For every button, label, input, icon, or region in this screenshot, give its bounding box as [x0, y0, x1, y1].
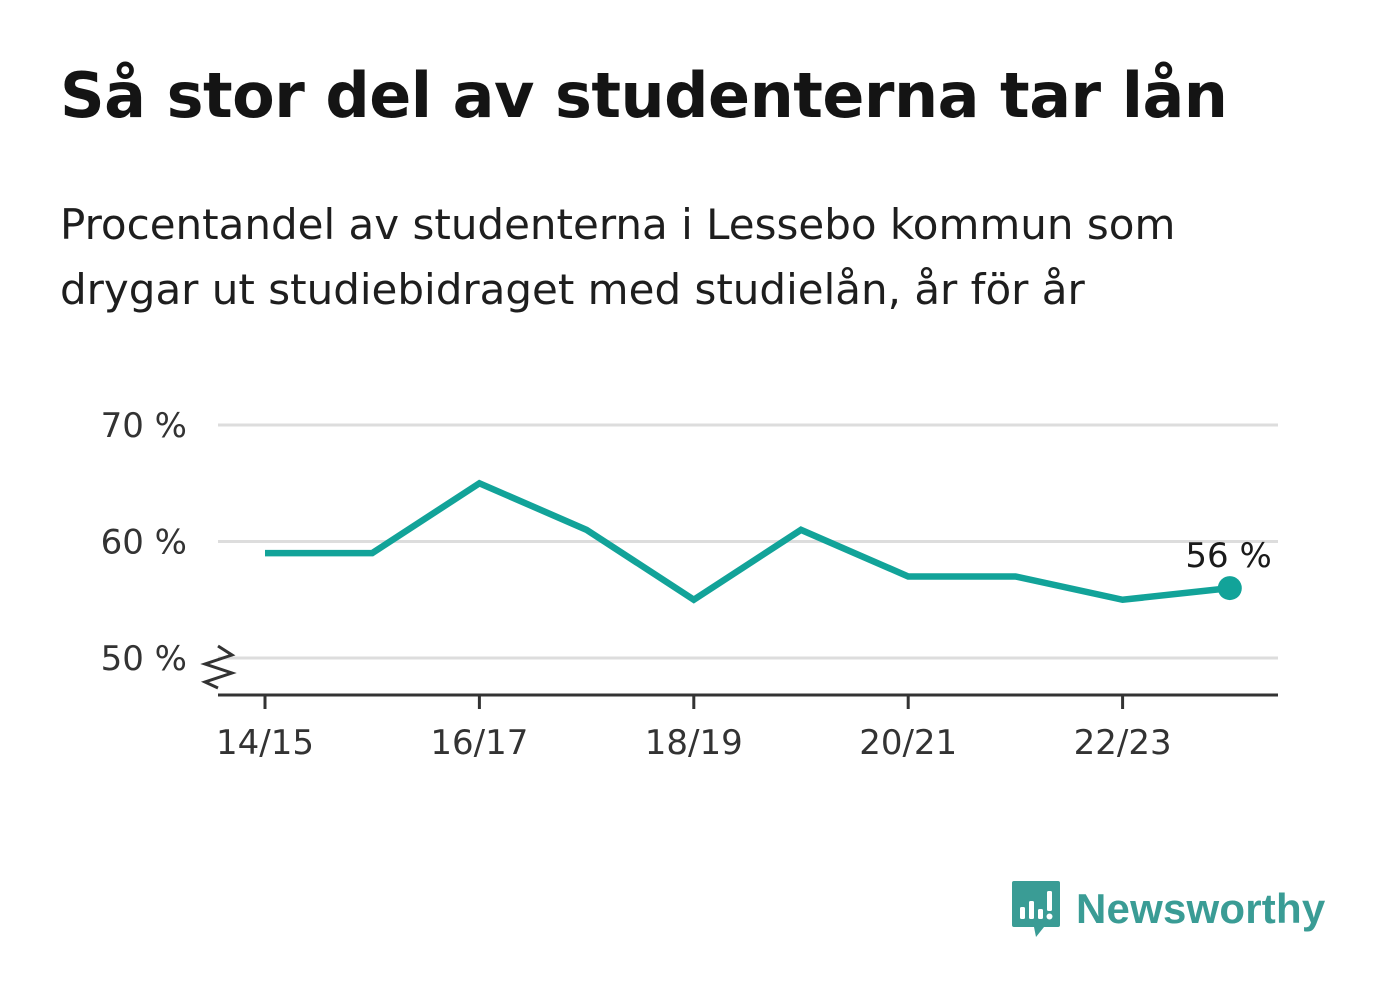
x-axis: 14/15 16/17 18/19 20/21 22/23 [200, 644, 1278, 763]
x-tick-label: 18/19 [645, 723, 743, 763]
y-tick-label: 50 % [101, 639, 187, 679]
x-tick-label: 20/21 [859, 723, 957, 763]
brand-name: Newsworthy [1076, 885, 1326, 932]
axis-break-mark [200, 644, 237, 690]
y-tick-label: 60 % [101, 523, 187, 563]
y-axis-labels: 50 % 60 % 70 % [101, 406, 187, 679]
gridlines [218, 423, 1278, 660]
series: 56 % [265, 479, 1272, 604]
x-tick-label: 14/15 [216, 723, 314, 763]
chart-title: Så stor del av studenterna tar lån [60, 59, 1228, 132]
x-tick-label: 16/17 [430, 723, 528, 763]
y-tick-label: 70 % [101, 406, 187, 446]
last-data-point [1217, 576, 1242, 601]
series-line [265, 479, 1231, 604]
newsworthy-logo-icon [1012, 881, 1060, 937]
brand-logo: Newsworthy [1010, 878, 1325, 940]
last-point-label: 56 % [1185, 536, 1271, 576]
x-tick-label: 22/23 [1074, 723, 1172, 763]
chart-subtitle: Procentandel av studenterna i Lessebo ko… [60, 200, 1176, 314]
